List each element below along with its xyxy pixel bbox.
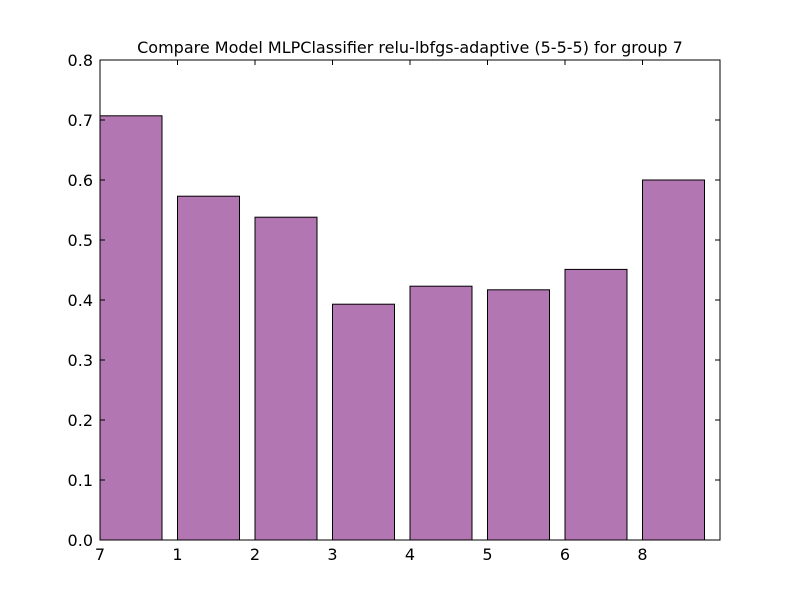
- bar-8: [642, 179, 705, 541]
- y-tick-label: 0.7: [68, 111, 93, 130]
- x-tick-label: 7: [95, 545, 105, 564]
- bar-3: [332, 303, 395, 541]
- y-tick-label: 0.5: [68, 231, 93, 250]
- bars-layer: [99, 115, 705, 541]
- y-tick-label: 0.1: [68, 471, 93, 490]
- bar-1: [177, 195, 240, 541]
- y-tick-label: 0.0: [68, 531, 93, 550]
- axes-layer: 0.0 0.1 0.2 0.3 0.4 0.5 0.6 0.7 0.8 7 1 2 3 4 5 6 8: [68, 51, 721, 564]
- y-tick-label: 0.4: [68, 291, 93, 310]
- x-tick-label: 1: [172, 545, 182, 564]
- x-tick-label: 5: [482, 545, 492, 564]
- y-tick-label: 0.8: [68, 51, 93, 70]
- y-tick-label: 0.2: [68, 411, 93, 430]
- x-tick-label: 8: [637, 545, 647, 564]
- bar-6: [564, 268, 628, 541]
- x-tick-label: 3: [327, 545, 337, 564]
- bar-7: [99, 115, 163, 541]
- y-tick-label: 0.6: [68, 171, 93, 190]
- x-tick-label: 6: [560, 545, 570, 564]
- bar-5: [487, 289, 550, 541]
- bar-2: [254, 216, 318, 541]
- bar-4: [409, 285, 473, 541]
- x-tick-label: 4: [405, 545, 415, 564]
- chart-title: Compare Model MLPClassifier relu-lbfgs-a…: [137, 38, 683, 57]
- y-tick-label: 0.3: [68, 351, 93, 370]
- x-tick-label: 2: [250, 545, 260, 564]
